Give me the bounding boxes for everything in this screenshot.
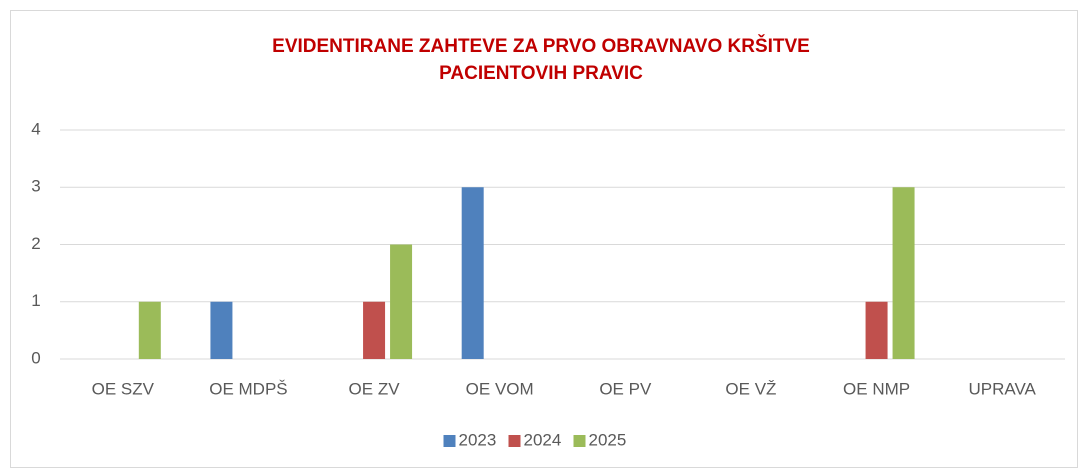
legend-swatch xyxy=(573,435,586,447)
legend-label: 2024 xyxy=(524,430,562,449)
legend-swatch xyxy=(508,435,521,447)
y-tick-label: 2 xyxy=(31,234,40,253)
x-tick-label: OE MDPŠ xyxy=(209,379,287,398)
chart-title: EVIDENTIRANE ZAHTEVE ZA PRVO OBRAVNAVO K… xyxy=(272,35,810,57)
bar xyxy=(363,301,386,359)
legend-label: 2023 xyxy=(459,430,497,449)
y-tick-label: 0 xyxy=(31,348,40,367)
legend-label: 2025 xyxy=(589,430,627,449)
x-tick-label: OE VOM xyxy=(466,379,534,398)
x-tick-label: OE VŽ xyxy=(725,379,776,398)
bar xyxy=(892,187,915,359)
x-tick-label: OE NMP xyxy=(843,379,910,398)
x-tick-label: UPRAVA xyxy=(968,379,1036,398)
x-tick-label: OE SZV xyxy=(92,379,155,398)
legend-swatch xyxy=(443,435,456,447)
y-tick-label: 4 xyxy=(31,119,40,138)
y-tick-label: 3 xyxy=(31,177,40,196)
chart-title: PACIENTOVIH PRAVIC xyxy=(439,63,643,84)
x-tick-label: OE ZV xyxy=(349,379,401,398)
bar xyxy=(461,187,484,359)
y-tick-label: 1 xyxy=(31,291,40,310)
bar xyxy=(865,301,888,359)
bar xyxy=(138,301,161,359)
x-tick-label: OE PV xyxy=(599,379,652,398)
bar xyxy=(390,244,413,359)
bar xyxy=(210,301,233,359)
